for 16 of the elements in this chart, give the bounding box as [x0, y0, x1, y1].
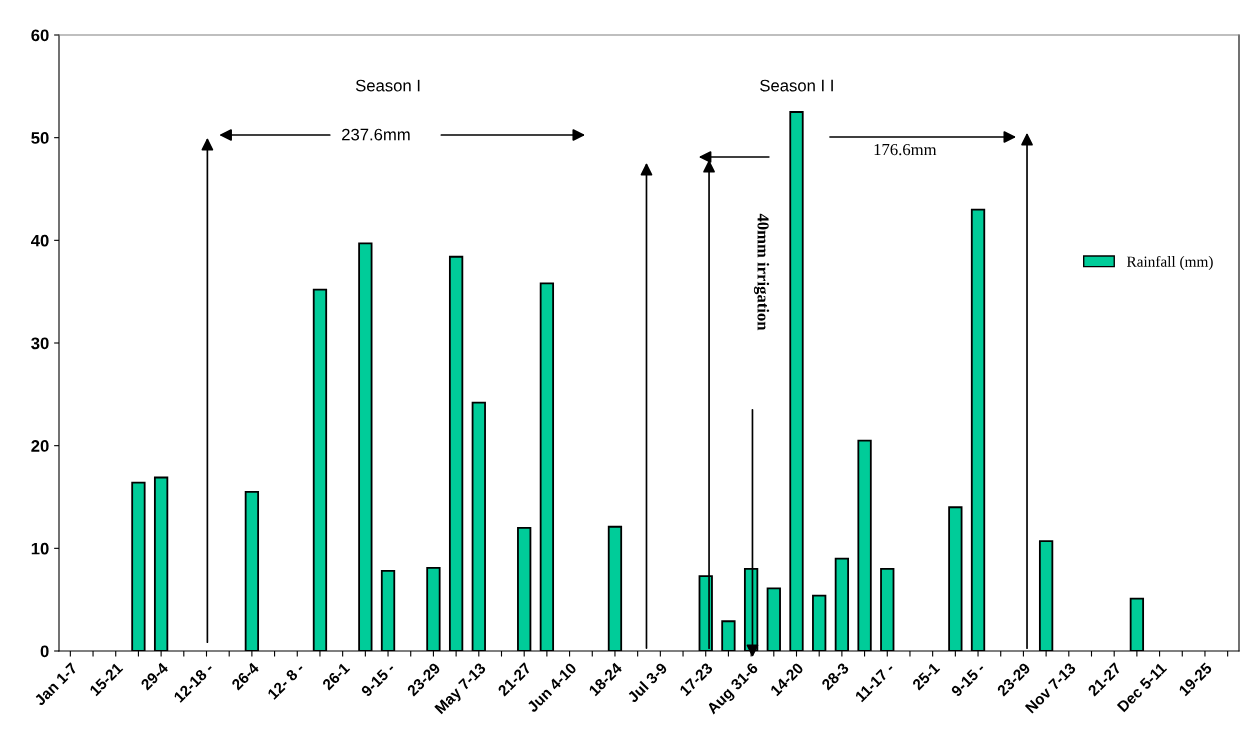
x-tick-label: Jul 3-9: [626, 661, 668, 704]
y-tick-label: 0: [40, 645, 49, 658]
y-tick-label: 30: [31, 337, 49, 350]
y-tick-label: 60: [31, 29, 49, 42]
annotation: 176.6mm: [874, 143, 937, 156]
y-tick-label: 10: [31, 542, 49, 555]
y-tick-label: 40: [30, 234, 49, 247]
annotation: Season I I: [760, 79, 833, 92]
x-tick-label: Jan 1-7: [33, 662, 78, 707]
x-tick-label: 12- 8 -: [267, 662, 305, 700]
legend-label: Rainfall (mm): [1126, 255, 1213, 270]
annotation: 40mm irrigation: [753, 213, 770, 331]
annotation: 237.6mm: [342, 128, 410, 141]
y-tick-label: 50: [31, 132, 49, 144]
annotation: Season I: [355, 79, 420, 92]
y-tick-label: 20: [31, 440, 49, 452]
